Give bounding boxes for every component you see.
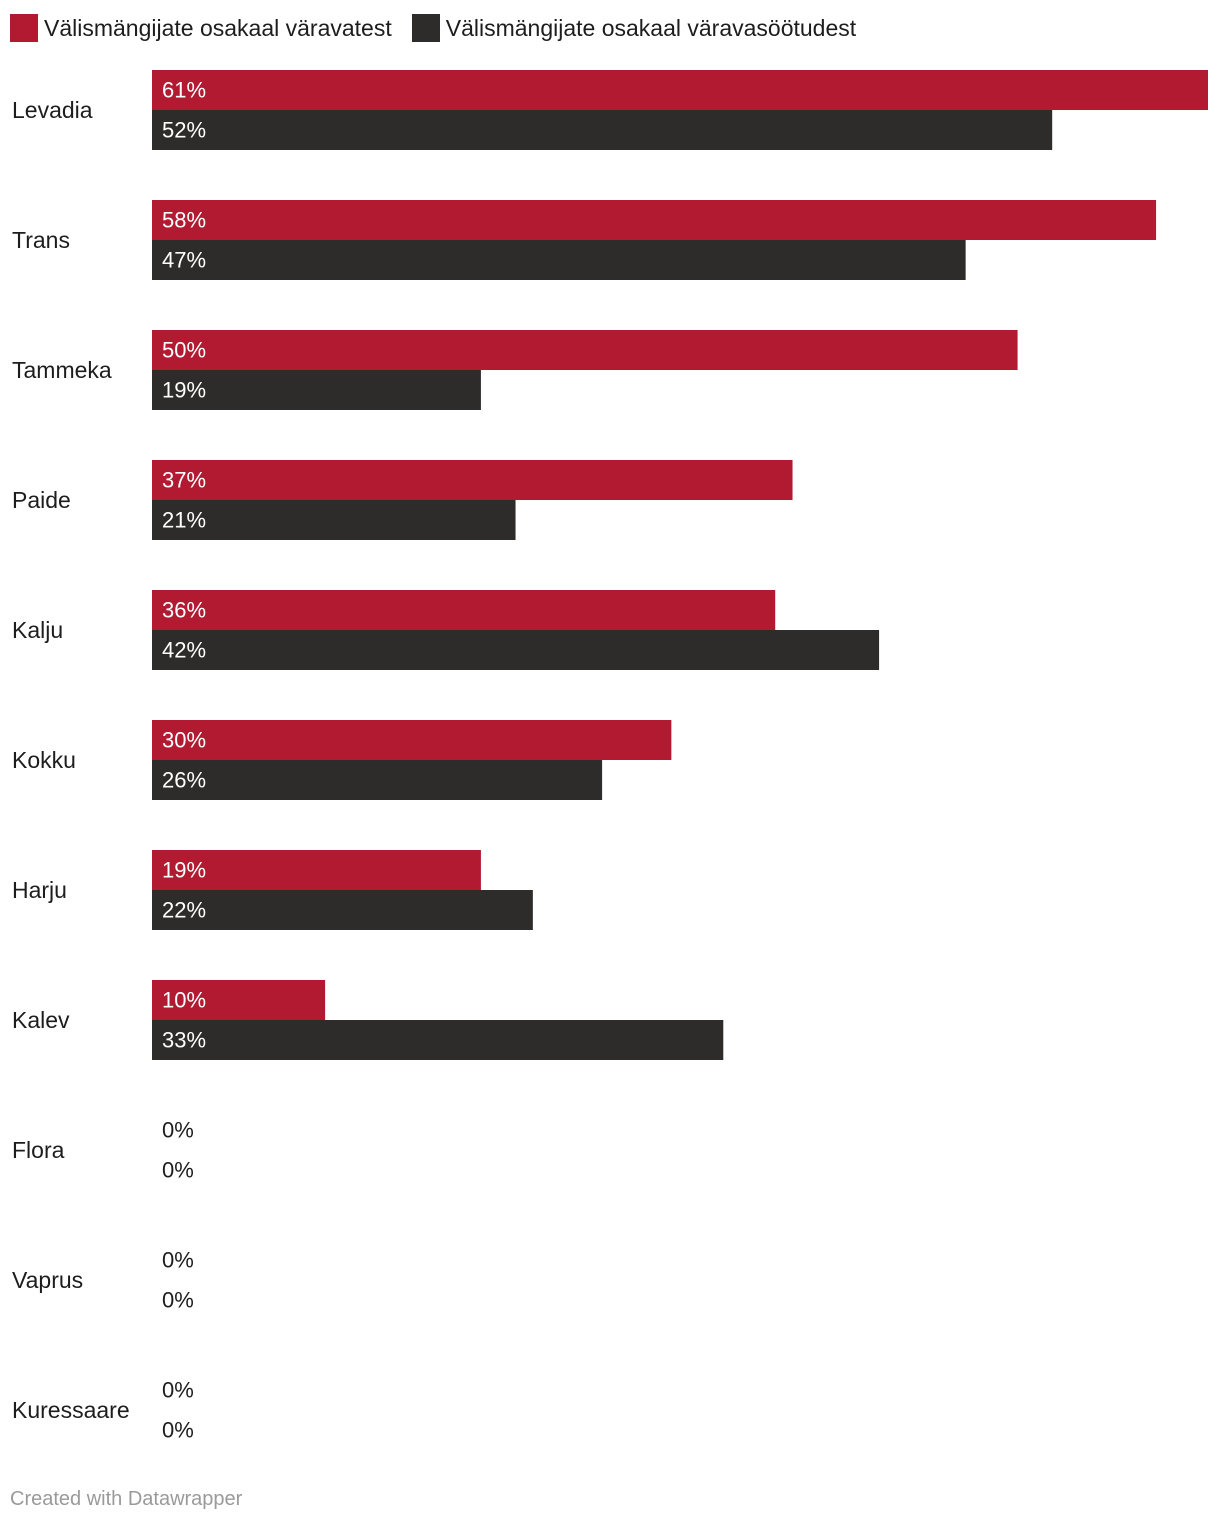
category-label-harju: Harju — [12, 877, 67, 903]
value-label-goals-vaprus: 0% — [162, 1248, 194, 1273]
value-label-goals-kokku: 30% — [162, 728, 206, 753]
value-label-assists-kalev: 33% — [162, 1028, 206, 1053]
bar-goals-levadia — [152, 70, 1208, 110]
category-label-vaprus: Vaprus — [12, 1267, 83, 1293]
bar-goals-trans — [152, 200, 1157, 240]
category-label-levadia: Levadia — [12, 97, 93, 123]
value-label-goals-harju: 19% — [162, 858, 206, 883]
value-label-assists-tammeka: 19% — [162, 378, 206, 403]
value-label-goals-trans: 58% — [162, 208, 206, 233]
bar-goals-kalju — [152, 590, 776, 630]
legend-swatch-assists — [411, 14, 440, 42]
category-label-kuressaare: Kuressaare — [12, 1397, 130, 1423]
value-label-assists-vaprus: 0% — [162, 1288, 194, 1313]
category-label-trans: Trans — [12, 227, 70, 253]
bar-goals-kalev — [152, 980, 326, 1020]
category-label-paide: Paide — [12, 487, 71, 513]
footer-credit: Created with Datawrapper — [10, 1488, 243, 1510]
value-label-assists-harju: 22% — [162, 898, 206, 923]
category-label-kalju: Kalju — [12, 617, 63, 643]
bar-goals-harju — [152, 850, 481, 890]
legend-item-assists: Välismängijate osakaal väravasöötudest — [411, 13, 857, 43]
value-label-goals-paide: 37% — [162, 468, 206, 493]
value-label-assists-flora: 0% — [162, 1158, 194, 1183]
category-label-kokku: Kokku — [12, 747, 76, 773]
value-label-assists-trans: 47% — [162, 248, 206, 273]
bar-assists-trans — [152, 240, 966, 280]
bar-goals-kokku — [152, 720, 672, 760]
value-label-assists-kalju: 42% — [162, 638, 206, 663]
legend: Välismängijate osakaal väravatest Välism… — [10, 13, 876, 43]
value-label-assists-kokku: 26% — [162, 768, 206, 793]
category-label-kalev: Kalev — [12, 1007, 70, 1033]
bar-assists-kalju — [152, 630, 880, 670]
bar-assists-kokku — [152, 760, 603, 800]
value-label-goals-kalev: 10% — [162, 988, 206, 1013]
legend-label-goals: Välismängijate osakaal väravatest — [44, 15, 392, 41]
bar-assists-paide — [152, 500, 516, 540]
bar-chart: Levadia 61% 52% Trans 58% 47% Tammeka 50% 19% Pai… — [12, 70, 1208, 1443]
bar-assists-harju — [152, 890, 533, 930]
value-label-goals-kuressaare: 0% — [162, 1378, 194, 1403]
bar-assists-tammeka — [152, 370, 481, 410]
legend-item-goals: Välismängijate osakaal väravatest — [10, 13, 392, 43]
value-label-assists-levadia: 52% — [162, 118, 206, 143]
value-label-goals-kalju: 36% — [162, 598, 206, 623]
value-label-goals-tammeka: 50% — [162, 338, 206, 363]
bar-assists-levadia — [152, 110, 1053, 150]
bar-goals-paide — [152, 460, 793, 500]
value-label-goals-flora: 0% — [162, 1118, 194, 1143]
value-label-goals-levadia: 61% — [162, 78, 206, 103]
bar-assists-kalev — [152, 1020, 724, 1060]
legend-label-assists: Välismängijate osakaal väravasöötudest — [445, 15, 857, 41]
legend-swatch-goals — [10, 14, 38, 42]
bar-goals-tammeka — [152, 330, 1018, 370]
value-label-assists-kuressaare: 0% — [162, 1418, 194, 1443]
category-label-flora: Flora — [12, 1137, 65, 1163]
category-label-tammeka: Tammeka — [12, 357, 112, 383]
value-label-assists-paide: 21% — [162, 508, 206, 533]
